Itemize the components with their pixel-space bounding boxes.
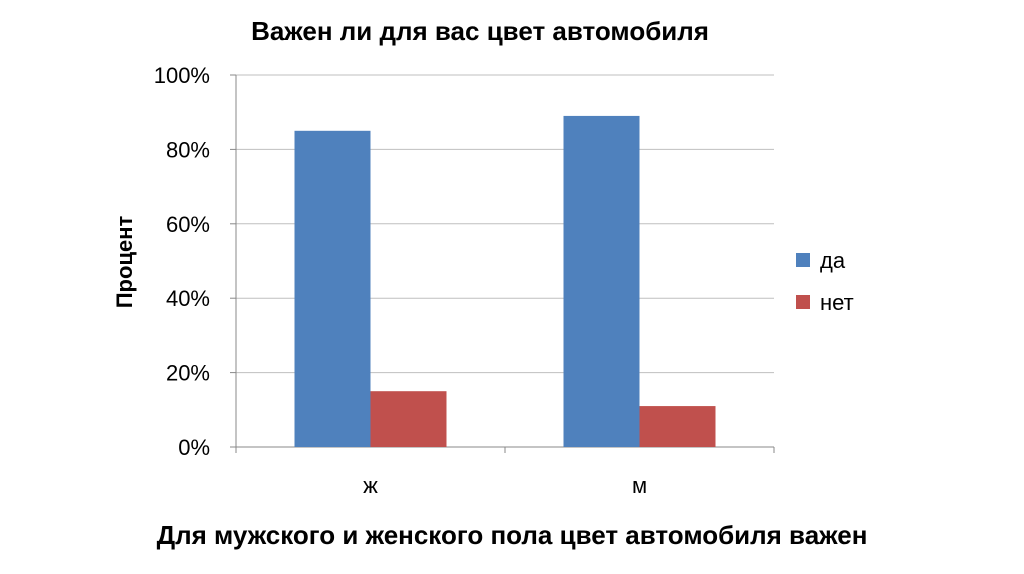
bar-yes-0 <box>294 130 371 448</box>
caption: Для мужского и женского пола цвет автомо… <box>156 520 868 550</box>
legend-label: да <box>820 248 846 273</box>
legend-label: нет <box>820 290 854 315</box>
bars <box>294 115 716 448</box>
x-tick-label: м <box>632 473 647 498</box>
legend: да нет <box>796 248 854 315</box>
y-tick-label: 0% <box>178 435 210 460</box>
y-axis-label: Процент <box>112 216 137 309</box>
y-tick-label: 40% <box>166 286 210 311</box>
y-axis-ticks: 0% 20% 40% 60% 80% 100% <box>154 63 210 460</box>
y-tick-label: 20% <box>166 361 210 386</box>
chart-title: Важен ли для вас цвет автомобиля <box>251 16 709 46</box>
y-tick-label: 60% <box>166 212 210 237</box>
bar-yes-1 <box>563 115 640 448</box>
legend-swatch <box>796 295 810 309</box>
chart: Важен ли для вас цвет автомобиля 0% 20% 40… <box>112 16 854 498</box>
y-tick-label: 100% <box>154 63 210 88</box>
x-tick-label: ж <box>363 473 378 498</box>
y-tick-label: 80% <box>166 137 210 162</box>
bar-no-1 <box>639 406 716 447</box>
legend-swatch <box>796 253 810 267</box>
bar-no-0 <box>370 391 447 447</box>
